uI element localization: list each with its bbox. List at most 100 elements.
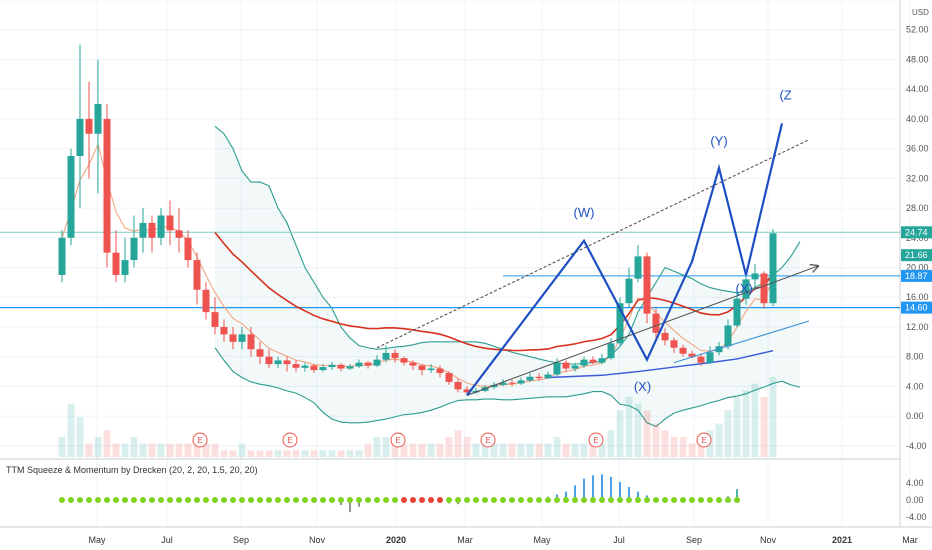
- volume-bar-58: [580, 443, 588, 457]
- candle-body-0: [58, 237, 66, 275]
- volume-bar-42: [436, 443, 444, 457]
- squeeze-dot-16: [203, 497, 209, 503]
- squeeze-dot-10: [149, 497, 155, 503]
- squeeze-dot-29: [320, 497, 326, 503]
- candle-body-77: [751, 273, 759, 280]
- earnings-letter-0: E: [197, 436, 202, 445]
- trend-line-2: [673, 320, 810, 364]
- candle-body-43: [445, 373, 453, 382]
- candle-65: [643, 252, 651, 324]
- price-tag-bg-2: [901, 269, 932, 282]
- volume-bar-76: [742, 390, 750, 457]
- volume-bar-15: [193, 437, 201, 457]
- squeeze-dot-2: [77, 497, 83, 503]
- candle-body-29: [319, 367, 327, 371]
- volume-bar-65: [643, 410, 651, 457]
- candle-body-35: [373, 359, 381, 366]
- squeeze-dot-69: [680, 497, 686, 503]
- volume-bar-8: [130, 437, 138, 457]
- squeeze-dot-39: [410, 497, 416, 503]
- volume-bar-59: [589, 443, 597, 457]
- candle-body-36: [382, 352, 390, 360]
- x-tick-7: Jul: [613, 535, 625, 545]
- squeeze-dot-9: [140, 497, 146, 503]
- squeeze-dot-50: [509, 497, 515, 503]
- bollinger-fill: [215, 126, 800, 427]
- volume-bar-0: [58, 437, 66, 457]
- volume-bar-2: [76, 417, 84, 457]
- candle-body-33: [355, 362, 363, 367]
- candle-body-52: [526, 376, 534, 381]
- ma-slow-line: [214, 232, 774, 352]
- candle-body-40: [418, 365, 426, 371]
- volume-bar-1: [67, 403, 75, 457]
- squeeze-dot-28: [311, 497, 317, 503]
- volume-bar-3: [85, 443, 93, 457]
- candle-body-16: [202, 289, 210, 313]
- x-tick-5: Mar: [457, 535, 473, 545]
- squeeze-dot-26: [293, 497, 299, 503]
- candle-3: [85, 81, 93, 179]
- candle-32: [346, 364, 354, 371]
- candle-body-13: [175, 230, 183, 238]
- volume-bar-73: [715, 423, 723, 457]
- squeeze-dot-35: [374, 497, 380, 503]
- candle-body-9: [139, 222, 147, 238]
- squeeze-dot-46: [473, 497, 479, 503]
- volume-bar-16: [202, 443, 210, 457]
- candle-35: [373, 355, 381, 368]
- trend-line-1: [466, 266, 818, 396]
- candle-body-12: [166, 215, 174, 231]
- wave-label-3: (X): [736, 281, 753, 296]
- candle-2: [76, 44, 84, 209]
- candle-55: [553, 358, 561, 377]
- candle-14: [184, 230, 192, 268]
- price-tag-text-0: 24.74: [905, 227, 928, 237]
- squeeze-dot-51: [518, 497, 524, 503]
- candle-body-23: [265, 356, 273, 365]
- candle-body-64: [634, 256, 642, 279]
- candle-body-4: [94, 104, 102, 134]
- volume-bar-44: [454, 430, 462, 457]
- candle-29: [319, 364, 327, 372]
- candle-body-41: [427, 368, 435, 371]
- volume-bar-36: [382, 437, 390, 457]
- candle-body-76: [742, 279, 750, 299]
- y-tick-0: -4.00: [906, 441, 927, 451]
- squeeze-dot-40: [419, 497, 425, 503]
- squeeze-dot-36: [383, 497, 389, 503]
- indicator-tick-1: 0.00: [906, 495, 924, 505]
- squeeze-dot-43: [446, 497, 452, 503]
- ma-blue-line: [547, 350, 774, 379]
- candle-78: [760, 271, 768, 309]
- y-tick-1: 0.00: [906, 411, 924, 421]
- candle-body-69: [679, 347, 687, 354]
- volume-bar-30: [328, 450, 336, 457]
- price-tag-text-3: 14.60: [905, 303, 928, 313]
- squeeze-dot-18: [221, 497, 227, 503]
- candle-body-65: [643, 256, 651, 314]
- volume-bar-67: [661, 430, 669, 457]
- candle-64: [634, 245, 642, 283]
- volume-bar-70: [688, 443, 696, 457]
- earnings-circle-3: [480, 432, 496, 448]
- earnings-marker-4: E: [588, 432, 604, 448]
- squeeze-dot-58: [581, 497, 587, 503]
- candle-33: [355, 359, 363, 368]
- candle-body-54: [544, 374, 552, 379]
- candle-58: [580, 356, 588, 368]
- candle-36: [382, 345, 390, 363]
- squeeze-dot-33: [356, 497, 362, 503]
- volume-bar-17: [211, 443, 219, 457]
- squeeze-dot-27: [302, 497, 308, 503]
- candle-body-75: [733, 298, 741, 326]
- candle-body-63: [625, 278, 633, 304]
- candle-body-68: [670, 340, 678, 348]
- candle-69: [679, 344, 687, 357]
- candle-22: [256, 341, 264, 365]
- volume-bar-33: [355, 450, 363, 457]
- squeeze-dot-11: [158, 497, 164, 503]
- squeeze-dot-14: [185, 497, 191, 503]
- candle-44: [454, 378, 462, 393]
